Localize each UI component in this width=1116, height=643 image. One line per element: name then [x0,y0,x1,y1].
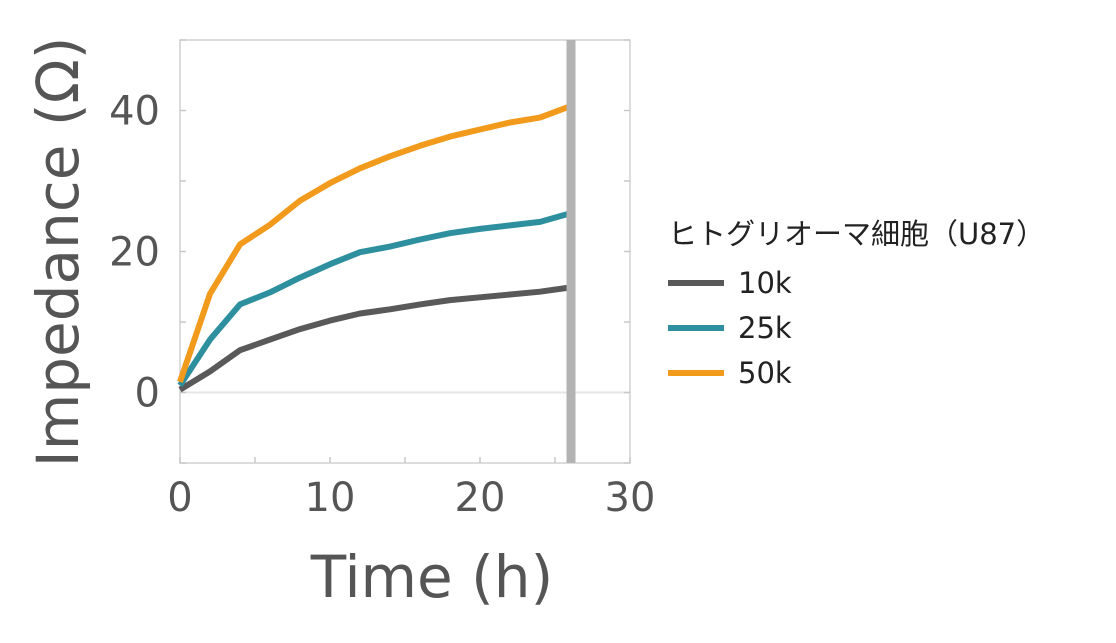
legend-title: ヒトグリオーマ細胞（U87） [668,217,1045,251]
plot-frame [179,39,631,464]
plot-area: 0 10 20 30 0 20 40 [109,39,656,521]
y-tick-label: 20 [109,230,160,276]
legend-label-50k: 50k [738,356,792,390]
y-tick-label: 0 [135,371,160,417]
x-tick-label: 20 [455,475,506,521]
x-tick-label: 0 [167,475,192,521]
x-tick-label: 10 [305,475,356,521]
series-line-10k [178,284,571,393]
legend-label-25k: 25k [738,311,792,345]
x-tick-label: 30 [605,475,656,521]
y-axis-title: Impedance (Ω) [24,37,92,468]
legend-label-10k: 10k [738,266,792,300]
series-line-25k [177,210,571,388]
y-tick-label: 40 [109,89,160,135]
series-line-50k [177,103,572,383]
legend: ヒトグリオーマ細胞（U87） 10k 25k 50k [668,217,1045,390]
x-axis-title: Time (h) [310,543,553,611]
